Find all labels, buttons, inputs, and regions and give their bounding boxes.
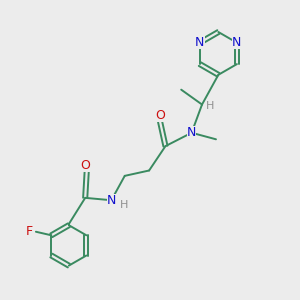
Text: N: N [187, 126, 196, 139]
Text: N: N [195, 36, 205, 49]
Text: O: O [155, 109, 165, 122]
Text: N: N [232, 36, 242, 49]
Text: H: H [206, 101, 214, 111]
Text: F: F [26, 225, 33, 238]
Text: N: N [107, 194, 116, 207]
Text: H: H [120, 200, 128, 210]
Text: O: O [80, 159, 90, 172]
